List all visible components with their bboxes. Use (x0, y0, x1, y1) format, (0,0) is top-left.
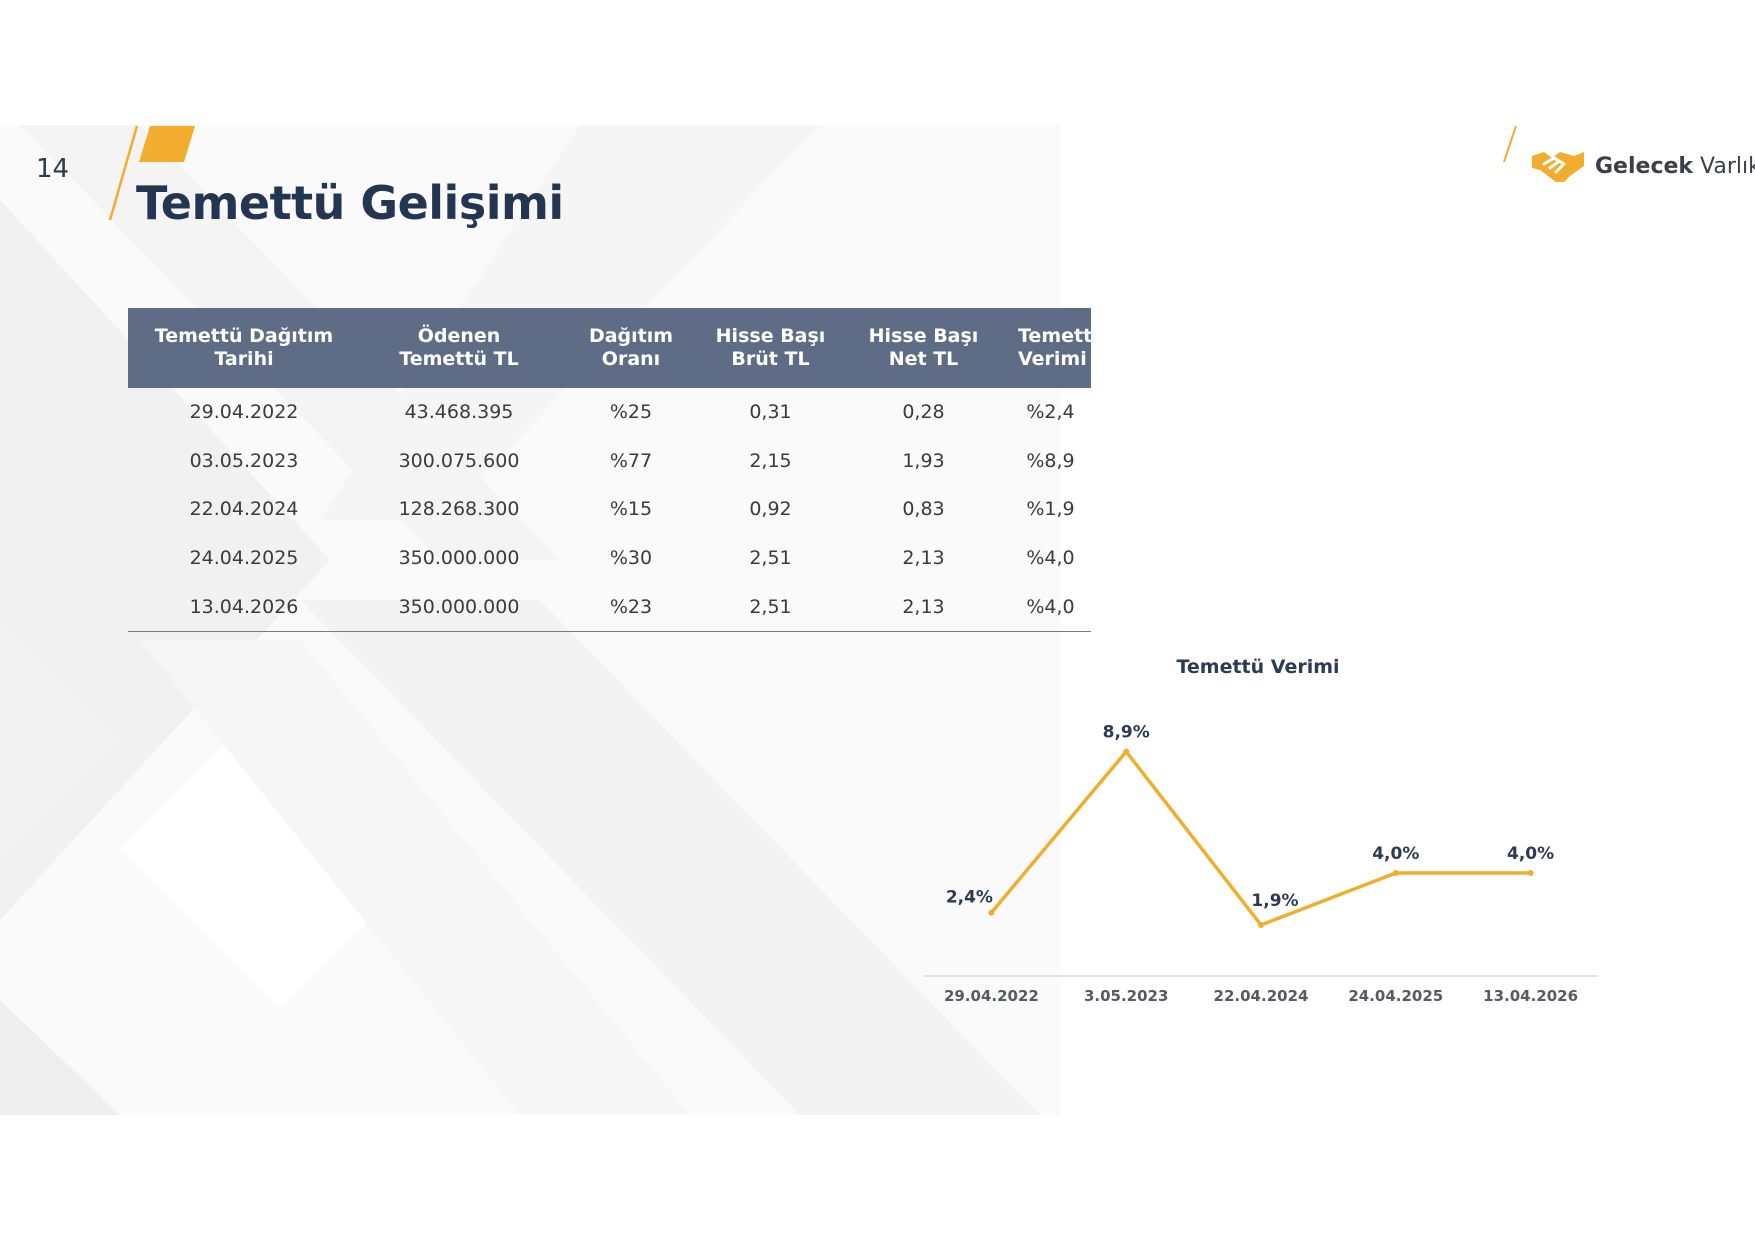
table-row: 24.04.2025 350.000.000 %30 2,51 2,13 %4,… (128, 534, 1091, 583)
data-point (1392, 869, 1399, 876)
cell-net: 2,13 (902, 547, 945, 570)
table-row: 13.04.2026 350.000.000 %23 2,51 2,13 %4,… (128, 582, 1091, 632)
data-point (1123, 748, 1130, 755)
page-title: Temettü Gelişimi (136, 176, 564, 230)
page-number: 14 (36, 154, 70, 184)
header-payout-ratio: Dağıtım Oranı (558, 308, 704, 388)
cell-paid: 350.000.000 (398, 547, 520, 570)
data-label: 8,9% (1103, 723, 1150, 743)
header-paid-dividend: Ödenen Temettü TL (360, 308, 558, 388)
x-tick-label: 29.04.2022 (944, 987, 1039, 1005)
cell-ratio: %15 (609, 498, 653, 521)
x-tick-label: 22.04.2024 (1214, 987, 1309, 1005)
cell-gross: 2,51 (704, 582, 837, 632)
cell-ratio: %30 (609, 547, 653, 570)
cell-yield: %4,0 (1026, 547, 1075, 570)
data-point (988, 909, 995, 916)
chart-title: Temettü Verimi (1176, 656, 1339, 678)
dividend-table: Temettü Dağıtım Tarihi Ödenen Temettü TL… (128, 308, 1106, 632)
brand-name: Gelecek Varlık (1595, 154, 1755, 179)
cell-date: 22.04.2024 (189, 498, 299, 521)
cell-gross: 2,51 (749, 547, 792, 570)
cell-gross: 2,15 (749, 449, 792, 472)
cell-date: 24.04.2025 (189, 547, 299, 570)
table-row: 03.05.2023 300.075.600 %77 2,15 1,93 %8,… (128, 437, 1091, 486)
table-row: 29.04.2022 43.468.395 %25 0,31 0,28 %2,4 (128, 388, 1091, 437)
cell-gross: 0,92 (749, 498, 792, 521)
data-label: 2,4% (946, 888, 993, 908)
logo-accent-slash (1503, 125, 1517, 163)
cell-date: 29.04.2022 (189, 401, 299, 424)
table-row: 22.04.2024 128.268.300 %15 0,92 0,83 %1,… (128, 485, 1091, 534)
dividend-yield-chart: Temettü Verimi 2,4% 8,9% 1,9% 4,0% 4,0% 29.04.… (924, 656, 1598, 1005)
brand-name-light: Varlık (1700, 154, 1755, 179)
cell-yield: %1,9 (1026, 498, 1075, 521)
x-tick-label: 3.05.2023 (1084, 987, 1168, 1005)
cell-net: 1,93 (902, 449, 945, 472)
cell-paid: 128.268.300 (398, 498, 520, 521)
data-label: 1,9% (1251, 891, 1298, 911)
header-net-per-share: Hisse Başı Net TL (837, 308, 1010, 388)
x-tick-label: 13.04.2026 (1483, 987, 1578, 1005)
cell-paid: 350.000.000 (360, 582, 558, 632)
cell-ratio: %23 (558, 582, 704, 632)
data-point (1258, 921, 1264, 928)
cell-yield: %4,0 (1010, 582, 1091, 632)
cell-date: 03.05.2023 (189, 449, 299, 472)
data-label: 4,0% (1507, 844, 1554, 864)
table-header-row: Temettü Dağıtım Tarihi Ödenen Temettü TL… (128, 308, 1106, 388)
data-point (1527, 869, 1534, 876)
cell-gross: 0,31 (749, 401, 792, 424)
brand-name-bold: Gelecek (1595, 154, 1694, 179)
cell-yield: %2,4 (1026, 401, 1075, 424)
cell-paid: 43.468.395 (404, 401, 514, 424)
x-tick-label: 24.04.2025 (1348, 987, 1443, 1005)
cell-ratio: %25 (609, 401, 653, 424)
data-label: 4,0% (1372, 844, 1419, 864)
header-dividend-yield: Temettü Verimi (1010, 308, 1106, 388)
cell-ratio: %77 (609, 449, 653, 472)
header-gross-per-share: Hisse Başı Brüt TL (704, 308, 837, 388)
cell-net: 2,13 (837, 582, 1010, 632)
cell-date: 13.04.2026 (128, 582, 360, 632)
handshake-icon (1532, 152, 1584, 182)
header-dividend-date: Temettü Dağıtım Tarihi (128, 308, 360, 388)
title-accent-decoration (108, 125, 195, 221)
cell-paid: 300.075.600 (398, 449, 520, 472)
cell-net: 0,83 (902, 498, 945, 521)
cell-net: 0,28 (902, 401, 945, 424)
cell-yield: %8,9 (1026, 449, 1075, 472)
